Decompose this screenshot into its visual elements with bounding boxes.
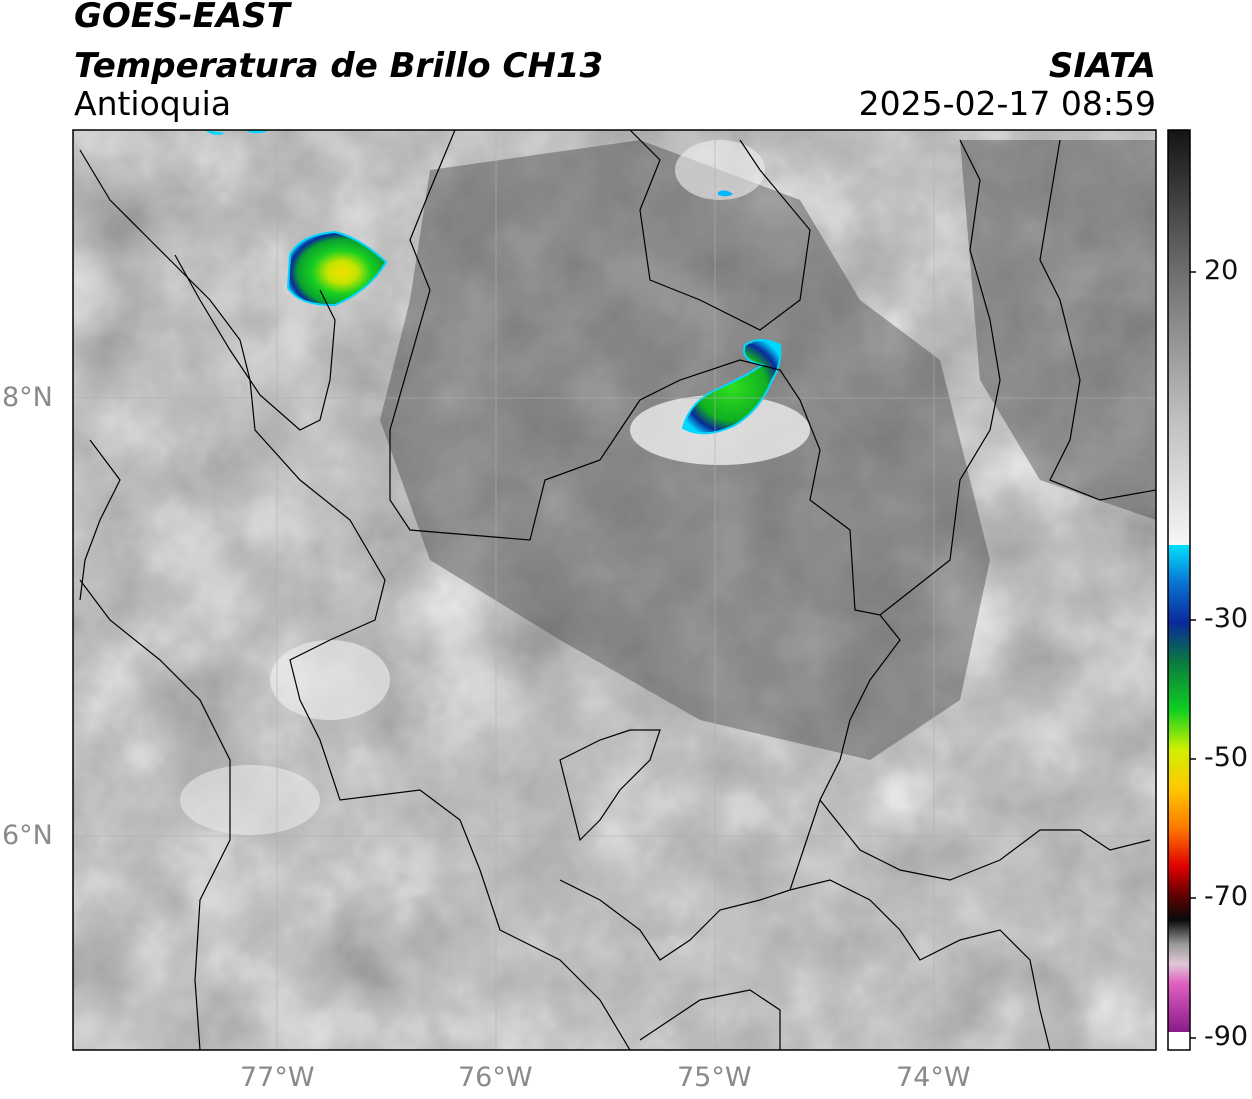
map-frame [72,129,1157,1051]
colorbar [1167,129,1196,1051]
lat-label-6N: 6°N [2,820,53,851]
convective-storm-cell [286,230,388,307]
colorbar-grayscale-segment [1168,130,1190,545]
colorbar-min-cell [1168,1032,1190,1050]
cold-cloud-area [270,640,390,720]
colorbar-tick-minus70: -70 [1204,881,1249,912]
cold-cloud-area [180,765,320,835]
colorbar-color-segment [1168,545,1190,1032]
cold-pixel [205,130,225,135]
lon-label-75W: 75°W [677,1062,752,1093]
satellite-title: GOES-EAST [74,0,290,36]
region-label: Antioquia [74,84,232,123]
lon-label-77W: 77°W [240,1062,315,1093]
lon-label-74W: 74°W [896,1062,971,1093]
product-title: Temperatura de Brillo CH13 [74,46,604,86]
cold-pixel [718,190,733,197]
convective-storm-cell [681,339,782,435]
graticule [73,130,1156,1050]
organization-label: SIATA [1048,46,1156,86]
colorbar-tick-minus90: -90 [1204,1021,1249,1052]
colorbar-tick-minus30: -30 [1204,603,1249,634]
colorbar-frame [1167,129,1191,1051]
cold-pixel [245,130,268,134]
colorbar-tick-20: 20 [1204,255,1239,286]
warm-land-region-east [960,140,1156,520]
brightness-temperature-field [73,130,1156,1050]
colorbar-tick-minus50: -50 [1204,742,1249,773]
timestamp-label: 2025-02-17 08:59 [858,84,1156,123]
lat-label-8N: 8°N [2,382,53,413]
cold-cloud-area [675,140,765,200]
lon-label-76W: 76°W [458,1062,533,1093]
administrative-borders [79,130,1156,1050]
